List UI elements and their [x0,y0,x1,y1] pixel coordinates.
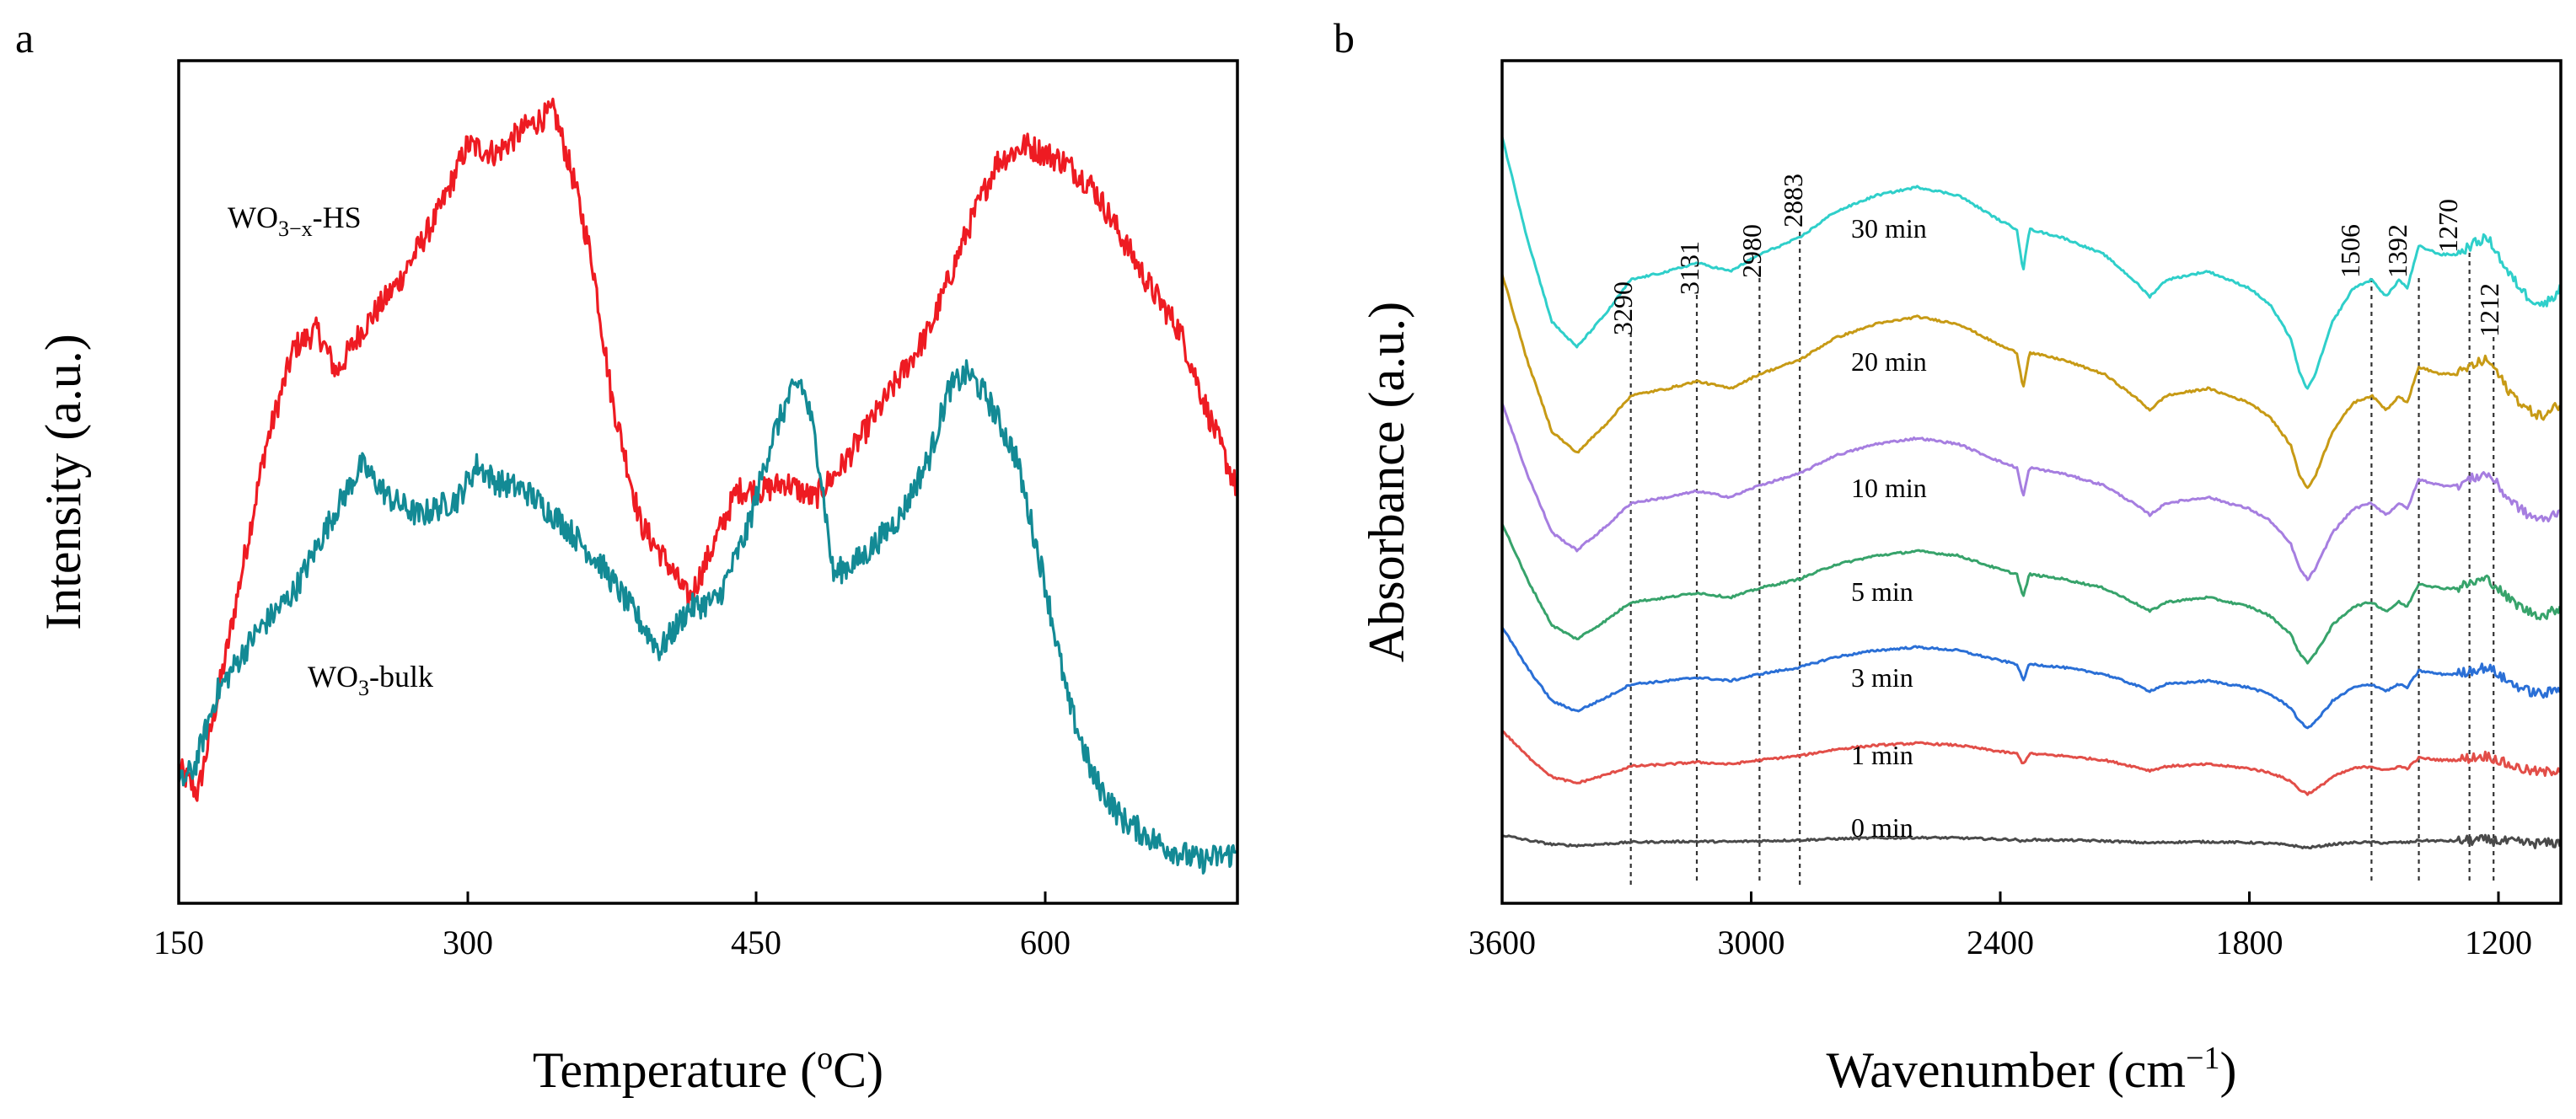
panel-b-plot-area [1500,137,2562,850]
panel-b-x-tick-label: 2400 [1967,924,2034,961]
panel-a-x-tick-label: 450 [731,924,781,961]
peak-label-1506: 1506 [2335,224,2365,278]
series-label-bulk-sub: 3 [358,676,369,700]
panel-b-x-tick-label: 1200 [2465,924,2532,961]
peak-label-3290: 3290 [1607,281,1638,335]
panel-b-x-axis-title: Wavenumber (cm−1) [1826,1041,2236,1098]
time-label-5-min: 5 min [1851,576,1913,607]
panel-b-x-ticks [1500,891,2500,903]
panel-a-x-tick-label: 300 [443,924,493,961]
panel-a-x-ticks [177,891,1047,903]
peak-label-1270: 1270 [2433,199,2463,253]
panel-a-x-tick-label: 600 [1020,924,1071,961]
series-label-bulk: WO3-bulk [308,660,433,700]
panel-a-x-axis-title: Temperature (oC) [533,1041,883,1098]
panel-a-frame [177,59,1239,905]
spectrum-20-min [1500,274,2562,490]
peak-label-2980: 2980 [1736,224,1767,278]
series-label-hs-sub: 3−x [278,217,313,241]
panel-b-x-tick-label: 1800 [2216,924,2284,961]
panel-a-letter: a [15,14,34,62]
spectrum-1-min [1501,730,2562,796]
time-label-0-min: 0 min [1851,812,1913,843]
peak-label-2883: 2883 [1778,174,1808,228]
panel-b-x-title-prefix: Wavenumber (cm [1826,1042,2186,1098]
panel-a-y-axis-title: Intensity (a.u.) [35,334,91,630]
panel-b: b 3600 3000 2400 1800 1200 Wavenumber (c… [1334,14,2563,1098]
panel-a-x-title-suffix: C) [833,1042,883,1098]
peak-label-1392: 1392 [2382,224,2412,278]
panel-b-time-labels: 30 min 20 min 10 min 5 min 3 min 1 min 0… [1851,213,1927,843]
panel-a-x-tick-label: 150 [153,924,204,961]
time-label-3-min: 3 min [1851,662,1913,693]
panel-b-peak-labels: 3290 3131 2980 2883 1506 1392 1270 1212 [1607,174,2504,337]
panel-b-frame [1500,59,2563,905]
panel-b-x-title-suffix: ) [2220,1042,2237,1098]
panel-a-x-title-sup: o [817,1041,833,1076]
spectrum-5-min [1500,523,2562,665]
series-label-hs-main: WO [228,201,278,234]
series-label-bulk-main: WO [308,660,358,693]
spectrum-30-min [1500,137,2562,390]
spectrum-0-min [1501,833,2562,850]
series-line-hs [177,97,1238,802]
series-label-bulk-suffix: -bulk [369,660,433,693]
peak-label-1212: 1212 [2474,283,2504,337]
panel-b-x-tick-label: 3000 [1718,924,1785,961]
series-label-hs: WO3−x-HS [228,201,362,241]
time-label-1-min: 1 min [1851,740,1913,770]
panel-b-letter: b [1334,14,1355,62]
time-label-30-min: 30 min [1851,213,1927,244]
time-label-10-min: 10 min [1851,473,1927,503]
panel-a-plot-area [177,97,1238,875]
panel-b-reference-lines [1629,232,2495,885]
panel-b-x-title-sup: −1 [2186,1041,2219,1076]
time-label-20-min: 20 min [1851,346,1927,377]
panel-a: a 150 300 450 600 Temperature (oC) Inten… [15,14,1239,1098]
panel-a-x-tick-labels: 150 300 450 600 [153,924,1071,961]
panel-a-x-title-prefix: Temperature ( [533,1042,817,1098]
panel-b-x-tick-label: 3600 [1468,924,1536,961]
series-line-bulk [177,359,1238,875]
panel-b-y-axis-title: Absorbance (a.u.) [1359,302,1414,662]
series-label-hs-suffix: -HS [313,201,362,234]
spectrum-3-min [1500,626,2562,730]
panel-b-x-tick-labels: 3600 3000 2400 1800 1200 [1468,924,2532,961]
spectrum-10-min [1500,403,2561,581]
peak-label-3131: 3131 [1674,241,1704,295]
